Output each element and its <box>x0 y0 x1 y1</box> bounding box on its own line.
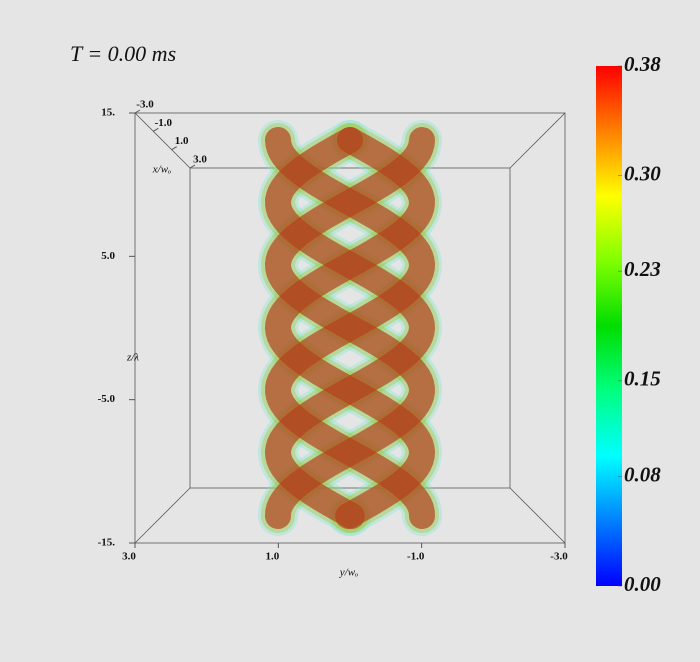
z-tick-label: -15. <box>98 537 116 549</box>
edge <box>134 112 191 169</box>
strand <box>264 127 436 529</box>
x-tick <box>153 127 159 132</box>
inner-frame <box>189 167 511 489</box>
x-tick <box>171 146 177 151</box>
x-axis-label: x/wₒ <box>152 164 171 176</box>
chart-title: T = 0.00 ms <box>70 41 176 66</box>
colorbar-tick-label: 0.23 <box>624 257 661 281</box>
y-tick-label: 1.0 <box>265 551 279 563</box>
y-tick-label: -1.0 <box>407 551 425 563</box>
edge <box>134 487 191 544</box>
z-tick-label: 15. <box>101 107 115 119</box>
z-tick-label: 5.0 <box>101 250 115 262</box>
x-tick-label: 3.0 <box>193 154 207 166</box>
strand <box>265 127 436 529</box>
edge <box>509 487 566 544</box>
edge <box>509 112 566 169</box>
outer-frame <box>134 112 566 544</box>
x-tick <box>189 164 196 169</box>
x-tick-label: 1.0 <box>175 135 189 147</box>
volume-render <box>257 120 443 536</box>
z-axis-label: z/λ <box>126 352 139 364</box>
z-tick-label: -5.0 <box>98 393 116 405</box>
x-tick-label: -1.0 <box>155 117 173 129</box>
y-tick-label: -3.0 <box>550 551 568 563</box>
x-tick-label: -3.0 <box>136 99 154 111</box>
colorbar-tick-label: 0.08 <box>624 462 661 486</box>
colorbar <box>596 66 622 586</box>
colorbar-tick-label: 0.00 <box>624 572 661 596</box>
strand <box>264 127 436 529</box>
y-axis-label: y/wₒ <box>339 567 358 579</box>
y-tick-label: 3.0 <box>122 551 136 563</box>
colorbar-tick-label: 0.30 <box>624 161 661 185</box>
bounding-box <box>134 112 566 544</box>
colorbar-tick-label: 0.38 <box>624 52 661 76</box>
x-tick <box>134 109 141 114</box>
colorbar-tick-label: 0.15 <box>624 367 661 391</box>
